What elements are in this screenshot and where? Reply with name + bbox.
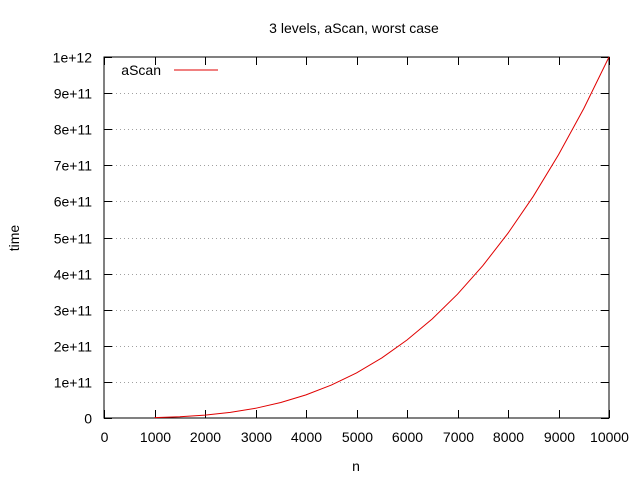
x-tick-label: 4000 [291,429,322,445]
y-tick-label: 0 [84,411,92,427]
y-axis-label: time [6,225,22,252]
y-tick-label: 7e+11 [54,158,92,174]
y-tick-label: 1e+12 [53,50,93,66]
legend-label-ascan: aScan [121,62,161,78]
x-tick-label: 5000 [342,429,373,445]
y-tick-label: 9e+11 [54,86,92,102]
y-tick-label: 3e+11 [54,303,92,319]
chart-title: 3 levels, aScan, worst case [269,20,439,36]
axis-ticks: 0 1e+11 2e+11 3e+11 4e+11 5e+11 6e+11 7e+11 8e+1… [53,50,630,446]
grid-lines [104,93,609,383]
legend: aScan [121,62,218,78]
y-tick-label: 8e+11 [54,122,92,138]
series-line-ascan [154,56,610,419]
plot-frame [103,56,610,419]
x-tick-label: 6000 [392,429,423,445]
series-layer [154,56,610,419]
y-tick-label: 5e+11 [54,231,92,247]
x-tick-label: 10000 [590,429,629,445]
x-tick-label: 0 [101,429,109,445]
y-tick-label: 6e+11 [54,194,92,210]
x-tick-label: 8000 [493,429,524,445]
y-tick-label: 4e+11 [54,267,92,283]
x-tick-label: 9000 [544,429,575,445]
x-tick-label: 3000 [241,429,272,445]
y-tick-label: 1e+11 [54,375,92,391]
y-tick-label: 2e+11 [54,339,92,355]
x-tick-label: 1000 [140,429,171,445]
x-tick-label: 7000 [443,429,474,445]
x-tick-label: 2000 [190,429,221,445]
x-axis-label: n [352,458,360,474]
